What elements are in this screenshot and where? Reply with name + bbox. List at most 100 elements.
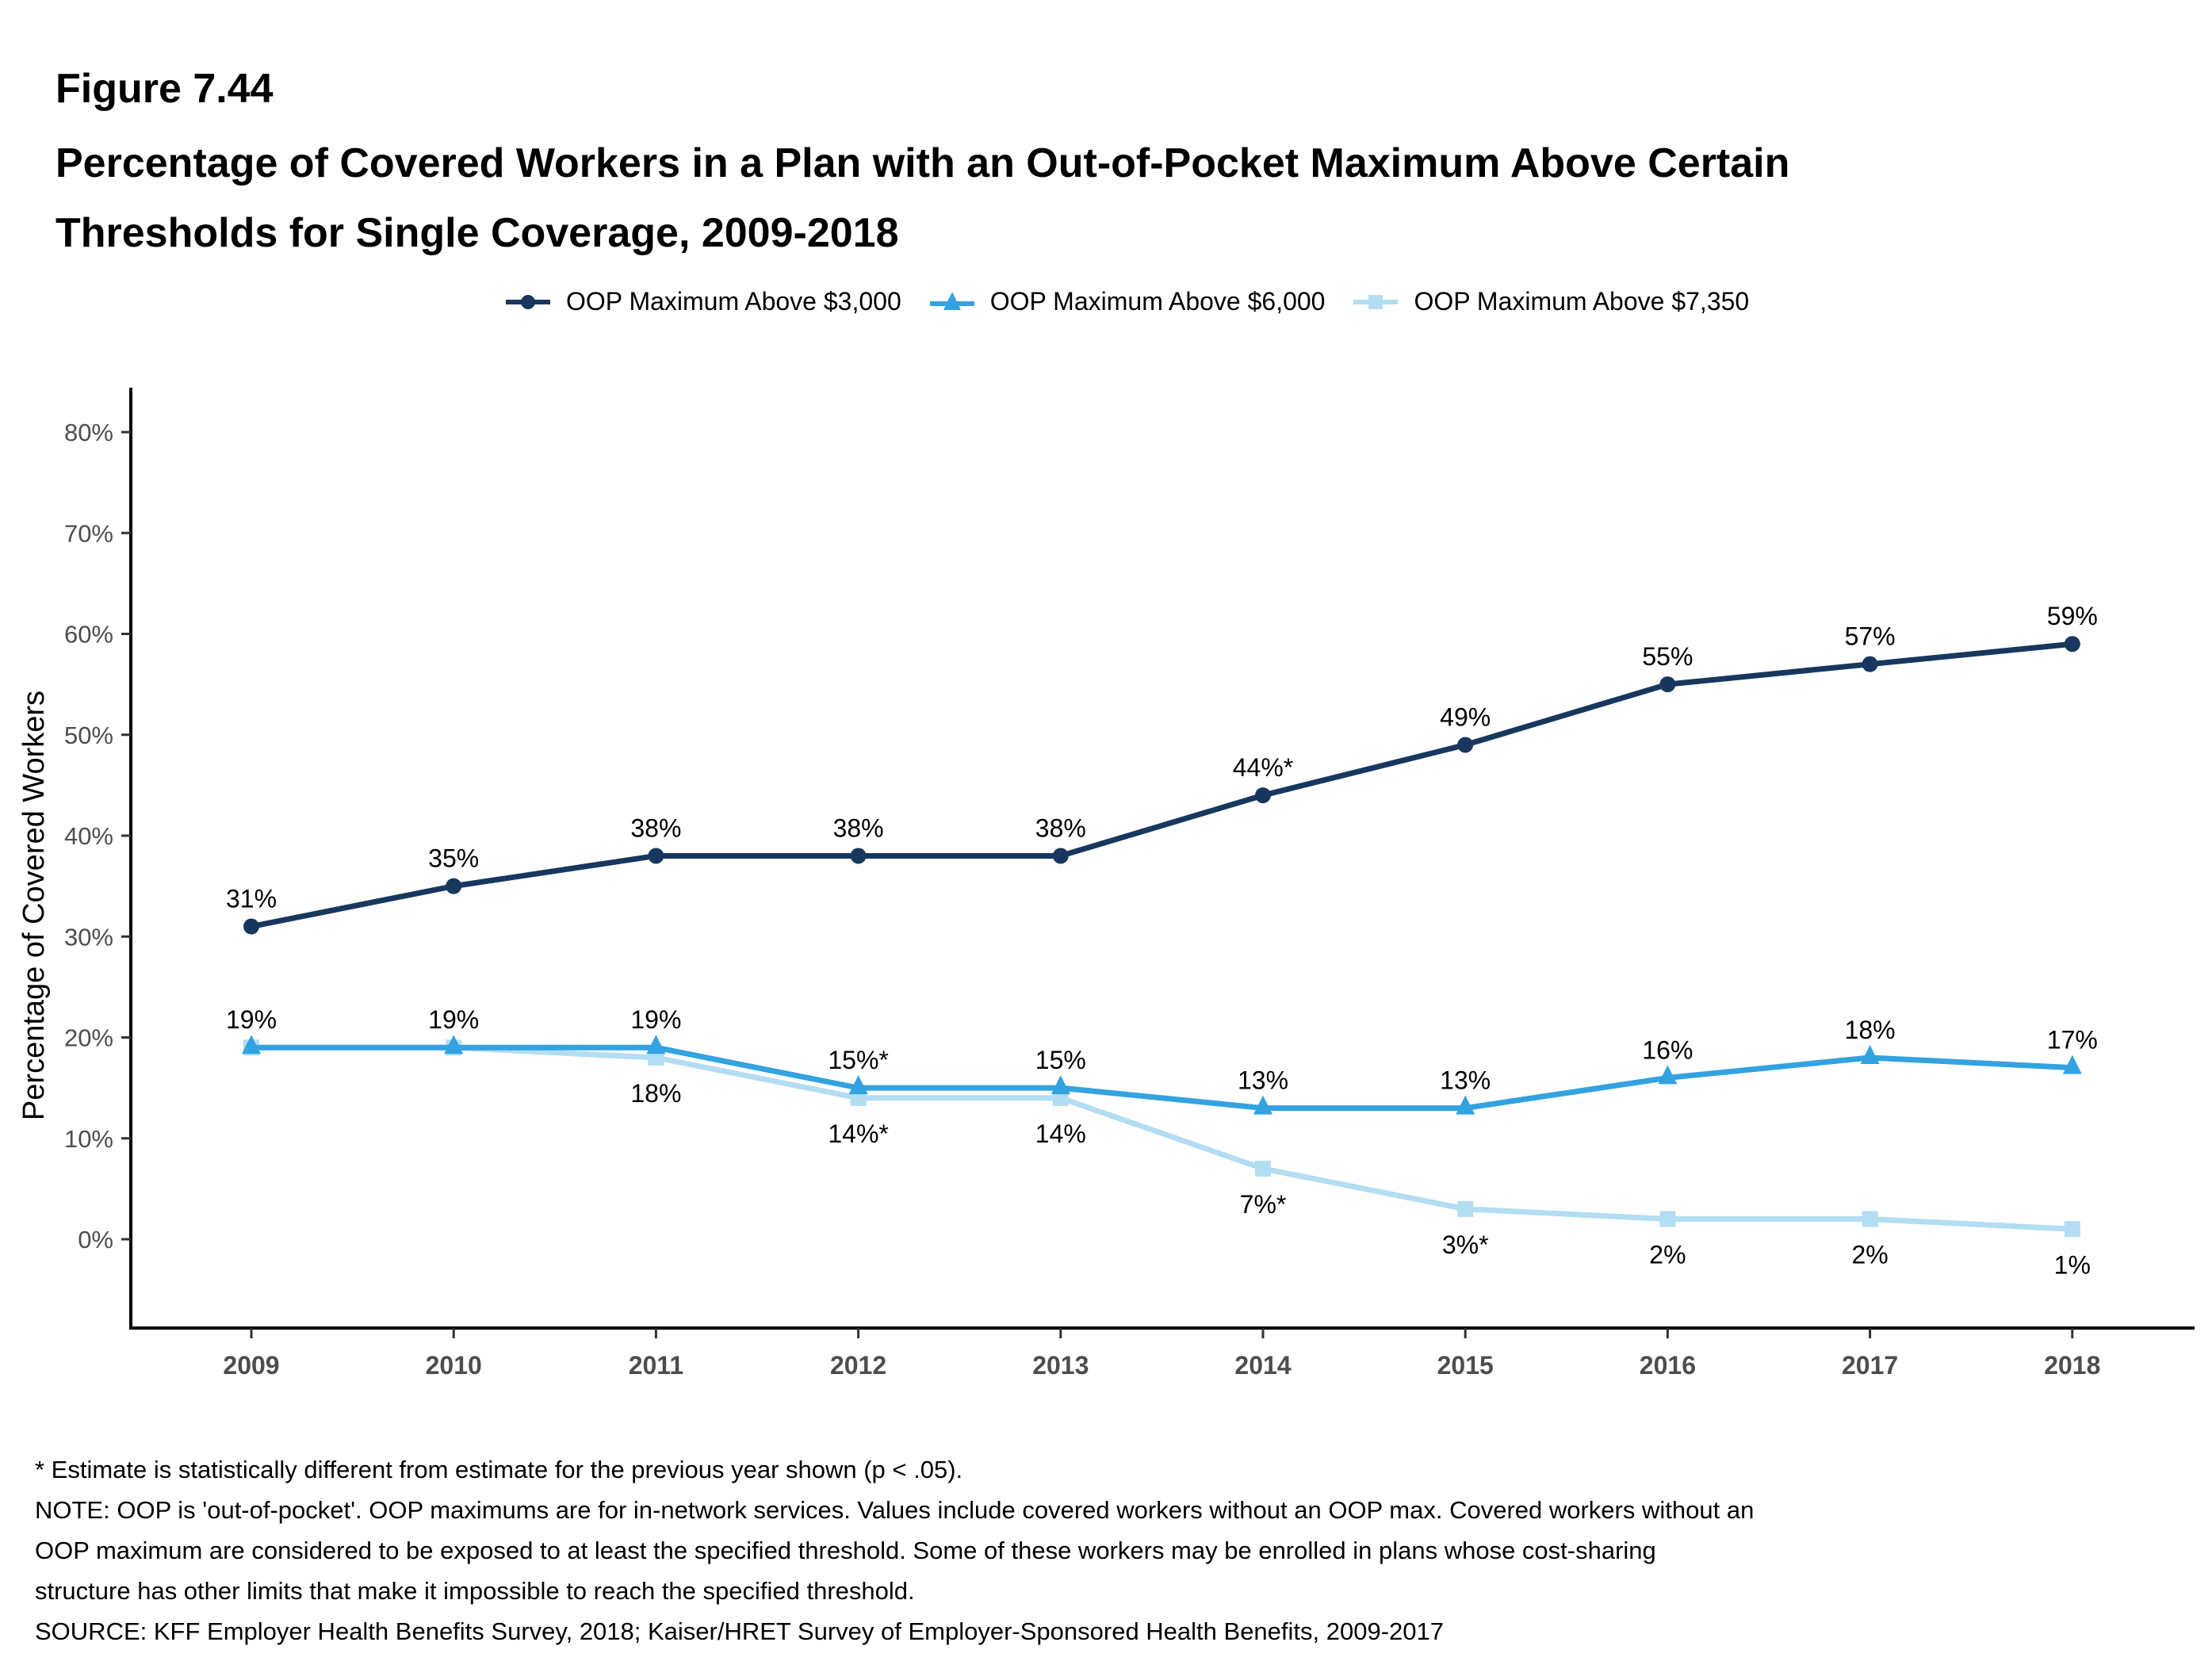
data-label: 16%	[1642, 1035, 1693, 1064]
data-point-triangle	[1456, 1095, 1475, 1115]
series-group	[242, 636, 2082, 1238]
x-tick-label: 2018	[2044, 1351, 2100, 1380]
data-point-circle	[1457, 737, 1474, 753]
data-label: 38%	[1035, 813, 1086, 842]
x-tick-label: 2017	[1842, 1351, 1898, 1380]
x-tick-label: 2009	[223, 1351, 279, 1380]
y-axis-title: Percentage of Covered Workers	[17, 691, 51, 1120]
series-line-0	[251, 641, 2073, 929]
footnote-significance: * Estimate is statistically different fr…	[35, 1456, 963, 1483]
data-label: 2%	[1649, 1241, 1686, 1269]
chart-legend: OOP Maximum Above $3,000 OOP Maximum Abo…	[504, 287, 1749, 316]
data-point-triangle	[848, 1075, 868, 1095]
axes: 0% 10% 20% 30% 40% 50% 60% 70% 80% Percentage of …	[17, 388, 2195, 1380]
legend-label: OOP Maximum Above $6,000	[989, 287, 1326, 316]
data-label: 19%	[226, 1005, 277, 1034]
y-tick-label: 80%	[64, 419, 113, 446]
data-label: 31%	[226, 885, 277, 913]
data-point-square	[1255, 1160, 1271, 1177]
y-tick-label: 40%	[64, 822, 113, 850]
footnote-note-1: NOTE: OOP is 'out-of-pocket'. OOP maximu…	[35, 1496, 1755, 1524]
footnotes: * Estimate is statistically different fr…	[35, 1449, 2176, 1652]
data-point-circle	[648, 848, 664, 864]
footnote-note-3: structure has other limits that make it …	[35, 1577, 915, 1605]
data-point-circle	[850, 848, 867, 864]
data-point-circle	[243, 918, 259, 935]
data-labels: 31% 35% 38% 38% 38% 44%* 49% 55% 57% 59% 19% 19% 19%…	[226, 602, 2098, 1279]
y-tick-label: 10%	[64, 1125, 113, 1153]
chart-title-line-1: Percentage of Covered Workers in a Plan …	[55, 140, 1790, 186]
data-label: 49%	[1440, 702, 1491, 731]
legend-label: OOP Maximum Above $3,000	[566, 287, 901, 316]
data-label: 35%	[428, 844, 479, 873]
footnote-note-2: OOP maximum are considered to be exposed…	[35, 1537, 1656, 1564]
data-label: 38%	[833, 813, 884, 842]
x-tick-label: 2015	[1437, 1351, 1494, 1380]
legend-square-marker-icon	[1353, 294, 1399, 309]
data-point-square	[1659, 1211, 1676, 1227]
chart-title-line-2: Thresholds for Single Coverage, 2009-201…	[55, 210, 899, 256]
data-point-triangle	[1253, 1095, 1272, 1115]
data-label: 55%	[1642, 642, 1693, 671]
data-point-square	[2064, 1221, 2080, 1238]
y-tick-label: 60%	[64, 621, 113, 649]
legend-circle-marker-icon	[506, 294, 550, 309]
data-point-circle	[1659, 676, 1676, 693]
legend-item-6000: OOP Maximum Above $6,000	[928, 287, 1326, 316]
data-point-square	[1457, 1200, 1474, 1217]
data-label: 38%	[630, 813, 681, 842]
data-label: 13%	[1238, 1066, 1288, 1095]
footnote-source: SOURCE: KFF Employer Health Benefits Sur…	[35, 1617, 1445, 1645]
data-label: 1%	[2054, 1250, 2091, 1279]
data-label: 2%	[1851, 1241, 1888, 1269]
y-tick-label: 30%	[64, 923, 113, 951]
data-point-circle	[2064, 636, 2080, 653]
data-label: 18%	[630, 1079, 681, 1108]
y-tick-label: 20%	[64, 1024, 113, 1052]
figure-label: Figure 7.44	[55, 66, 274, 112]
data-label: 19%	[630, 1005, 681, 1034]
data-label: 59%	[2047, 602, 2098, 630]
data-label: 15%*	[828, 1046, 889, 1074]
data-label: 3%*	[1442, 1231, 1489, 1259]
data-label: 7%*	[1240, 1190, 1287, 1219]
data-label: 13%	[1440, 1066, 1491, 1095]
x-tick-label: 2012	[830, 1351, 886, 1380]
data-point-triangle	[2062, 1054, 2082, 1074]
data-label: 14%*	[828, 1120, 889, 1148]
data-point-circle	[1255, 787, 1271, 804]
data-point-circle	[1052, 848, 1069, 864]
legend-triangle-marker-icon	[929, 291, 974, 310]
x-tick-label: 2010	[426, 1351, 482, 1380]
legend-label: OOP Maximum Above $7,350	[1414, 287, 1750, 316]
data-point-square	[1862, 1211, 1878, 1227]
data-point-circle	[446, 878, 462, 894]
data-label: 17%	[2047, 1026, 2098, 1054]
data-point-triangle	[646, 1035, 666, 1054]
legend-item-7350: OOP Maximum Above $7,350	[1352, 287, 1749, 316]
series-line-2	[251, 1044, 2072, 1232]
y-tick-label: 70%	[64, 519, 113, 547]
x-tick-label: 2014	[1234, 1351, 1291, 1380]
series-line-1	[251, 1044, 2072, 1112]
data-label: 44%*	[1233, 753, 1294, 782]
data-point-circle	[1862, 656, 1878, 672]
x-tick-label: 2016	[1640, 1351, 1696, 1380]
data-label: 14%	[1035, 1120, 1086, 1148]
data-label: 57%	[1845, 622, 1896, 651]
data-label: 19%	[428, 1005, 479, 1034]
x-tick-label: 2011	[629, 1351, 683, 1380]
data-label: 15%	[1035, 1046, 1086, 1074]
data-label: 18%	[1845, 1016, 1896, 1044]
y-tick-label: 0%	[78, 1226, 113, 1254]
x-tick-label: 2013	[1032, 1351, 1089, 1380]
data-point-triangle	[1658, 1065, 1678, 1085]
data-point-triangle	[444, 1035, 464, 1054]
line-chart: 0% 10% 20% 30% 40% 50% 60% 70% 80% Percentage of …	[17, 388, 2195, 1380]
chart-title: Percentage of Covered Workers in a Plan …	[55, 128, 2117, 268]
data-point-triangle	[1051, 1075, 1070, 1095]
legend-item-3000: OOP Maximum Above $3,000	[504, 287, 901, 316]
data-point-triangle	[242, 1035, 261, 1054]
data-point-triangle	[1860, 1044, 1880, 1064]
y-tick-label: 50%	[64, 722, 113, 749]
